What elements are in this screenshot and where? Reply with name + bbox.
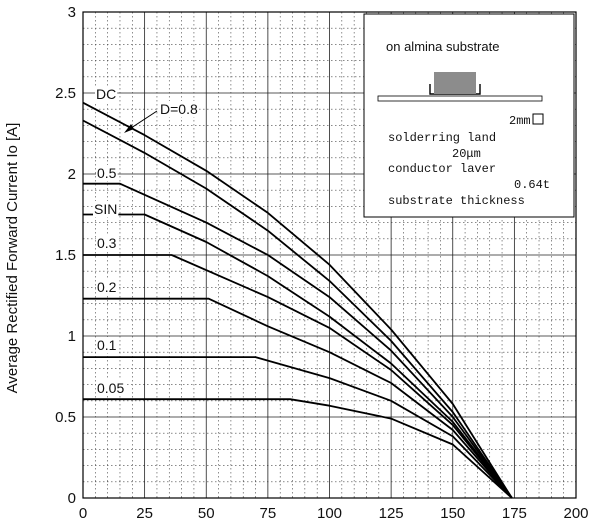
curve-label-0-5: 0.5 [97, 165, 117, 181]
x-tick-label: 175 [502, 505, 527, 522]
curve-dc [82, 101, 513, 499]
substrate-label: substrate thickness [388, 194, 525, 208]
curves [82, 101, 513, 499]
x-tick-label: 200 [563, 505, 588, 522]
x-tick-label: 150 [440, 505, 465, 522]
substrate-block [377, 95, 543, 102]
x-tick-label: 100 [317, 505, 342, 522]
curve-0-1 [83, 356, 513, 499]
curve-label-bg [96, 165, 118, 181]
inset-panel: on almina substrate 2mm solderring land … [363, 13, 575, 218]
curve-label-0-3: 0.3 [97, 235, 117, 251]
x-tick-labels: 0 25 50 75 100 125 150 175 200 [79, 505, 589, 522]
x-tick-label: 0 [79, 505, 87, 522]
conductor-thickness: 20μm [452, 147, 481, 161]
curve-label-0-05: 0.05 [97, 380, 124, 396]
curve-labels: DC D=0.8 0.5 SIN 0.3 0.2 0.1 0.05 [93, 86, 199, 396]
y-tick-label: 2 [68, 166, 76, 183]
curve-d-0-8 [82, 119, 513, 499]
y-tick-label: 2.5 [55, 85, 76, 102]
land-label: solderring land [388, 131, 496, 145]
y-tick-label: 0.5 [55, 409, 76, 426]
curve-label-d-0-8: D=0.8 [160, 101, 198, 117]
conductor-label: conductor laver [388, 162, 496, 176]
curve-0-2 [83, 297, 513, 499]
y-axis-label: Average Rectified Forward Current Io [A] [4, 123, 21, 394]
square-icon [532, 113, 544, 125]
land-size: 2mm [509, 114, 531, 128]
curve-0-05 [83, 398, 513, 499]
curve-label-0-2: 0.2 [97, 279, 117, 295]
component-body [434, 72, 476, 94]
substrate-value: 0.64t [514, 178, 550, 192]
x-tick-label: 125 [379, 505, 404, 522]
curve-label-bg [96, 235, 118, 251]
curve-label-bg [93, 201, 119, 217]
y-tick-labels: 0 0.5 1 1.5 2 2.5 3 [55, 4, 76, 507]
y-tick-label: 3 [68, 4, 76, 21]
y-tick-label: 1.5 [55, 247, 76, 264]
curve-label-dc: DC [96, 86, 116, 102]
curve-label-bg [95, 86, 118, 102]
curve-label-sin: SIN [94, 201, 117, 217]
plot-frame [82, 11, 577, 499]
curve-label-0-1: 0.1 [97, 337, 117, 353]
curve-0-5 [83, 182, 513, 499]
curve-label-bg [96, 380, 126, 396]
curve-label-bg [96, 279, 118, 295]
curve-0-3 [83, 254, 513, 499]
inset-title: on almina substrate [386, 39, 499, 54]
x-tick-label: 75 [260, 505, 277, 522]
d-label-arrow [124, 110, 158, 133]
x-tick-label: 50 [198, 505, 215, 522]
y-tick-label: 1 [68, 328, 76, 345]
x-tick-label: 25 [136, 505, 153, 522]
curve-label-bg [96, 337, 118, 353]
curve-sin [83, 213, 513, 499]
curve-label-bg [159, 101, 199, 117]
y-tick-label: 0 [68, 490, 76, 507]
